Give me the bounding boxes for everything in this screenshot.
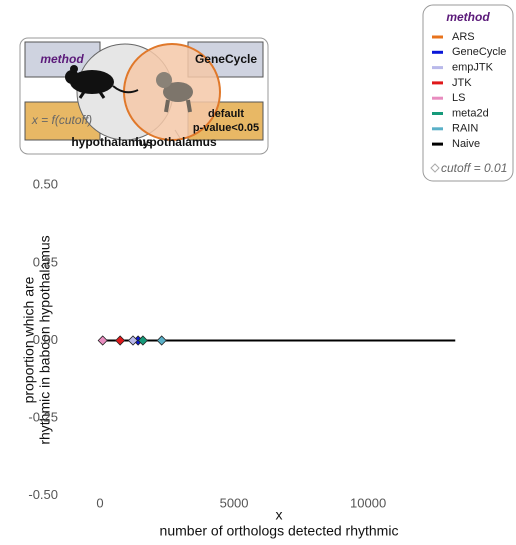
legend-label: RAIN — [452, 123, 478, 135]
annotation: cutoff = 0.01 — [441, 161, 507, 175]
diagram: method GeneCycle x = f(cutoff) default p… — [19, 37, 269, 155]
legend-title: method — [446, 10, 490, 24]
point — [127, 335, 139, 346]
legend-label: empJTK — [452, 62, 494, 74]
legend-label: JTK — [452, 77, 472, 89]
y-axis-label: rhythmic in baboon hypothalamus — [37, 235, 53, 444]
legend-label: GeneCycle — [452, 46, 506, 58]
x-axis-label: x — [276, 507, 283, 523]
x-tick-label: 0 — [96, 495, 103, 510]
threshold: p-value<0.05 — [193, 122, 259, 134]
legend-label: LS — [452, 92, 465, 104]
legend-label: ARS — [452, 31, 475, 43]
legend-label: meta2d — [452, 107, 489, 119]
point — [156, 335, 167, 346]
point — [137, 335, 148, 346]
method-label: method — [40, 52, 84, 66]
y-tick-label: 0.00 — [33, 332, 58, 347]
x-axis-label: number of orthologs detected rhythmic — [160, 523, 399, 539]
legend-frame — [422, 4, 514, 182]
mouse-icon — [65, 65, 139, 99]
method-value: GeneCycle — [195, 52, 257, 66]
threshold: default — [208, 108, 244, 120]
y-axis-label: proportion which are — [21, 276, 37, 403]
tissue: hypothalamus — [135, 135, 217, 149]
y-tick-label: -0.50 — [28, 487, 58, 502]
y-tick-label: 0.25 — [33, 254, 58, 269]
x-label: x = f(cutoff) — [31, 113, 92, 127]
x-tick-label: 5000 — [220, 495, 249, 510]
x-tick-label: 10000 — [350, 495, 386, 510]
point — [97, 335, 108, 346]
y-tick-label: -0.25 — [28, 410, 58, 425]
baboon-icon — [156, 72, 193, 113]
point — [115, 335, 126, 346]
tissue: hypothalamus — [71, 135, 153, 149]
annotation-marker — [430, 163, 440, 173]
y-tick-label: 0.50 — [33, 177, 58, 192]
legend-label: Naive — [452, 138, 480, 150]
